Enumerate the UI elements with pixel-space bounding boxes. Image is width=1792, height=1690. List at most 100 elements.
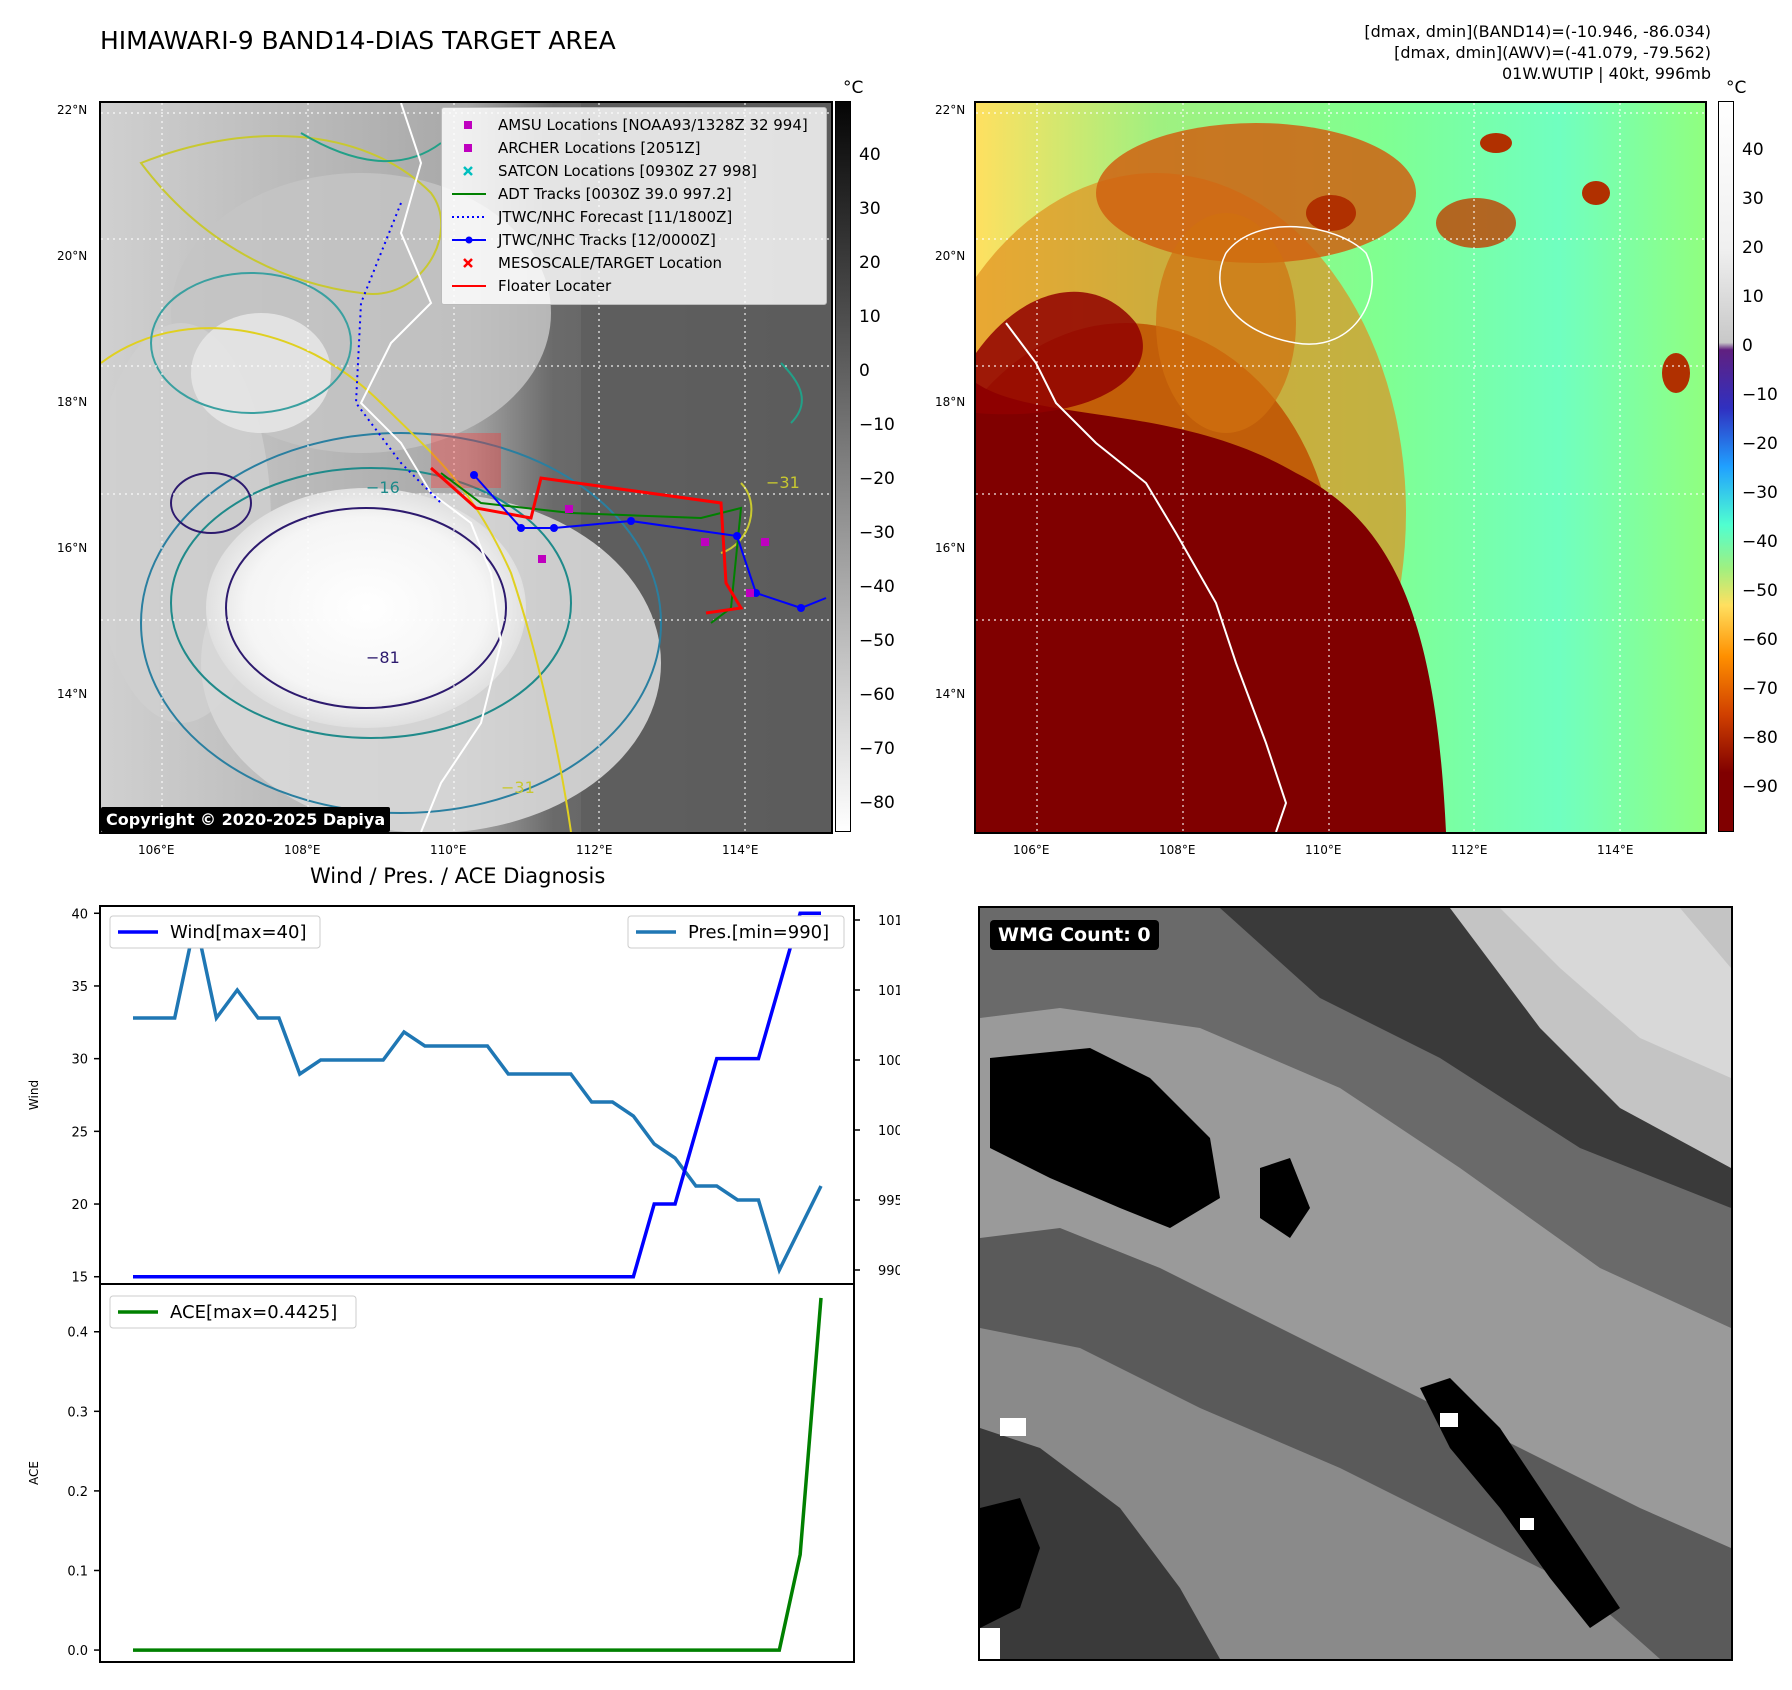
lat-tick: 22°N xyxy=(57,103,88,117)
ace-axis-label: ACE xyxy=(27,1461,41,1485)
copyright-label: Copyright © 2020-2025 Dapiya xyxy=(101,807,391,832)
legend-label: AMSU Locations [NOAA93/1328Z 32 994] xyxy=(498,116,808,134)
lat-tick: 20°N xyxy=(57,249,88,263)
legend-marker-icon xyxy=(452,236,486,244)
pressure-series-line xyxy=(133,919,823,1275)
lon-tick: 112°E xyxy=(1451,843,1488,857)
wind-tick-label: 15 xyxy=(71,1271,88,1286)
ace-legend-label: ACE[max=0.4425] xyxy=(170,1302,337,1323)
colorbar-tick: −20 xyxy=(859,469,895,489)
colorbar-tick: 20 xyxy=(859,253,881,273)
wind-tick-label: 20 xyxy=(71,1198,88,1213)
lon-tick: 114°E xyxy=(1597,843,1634,857)
ace-tick-label: 0.4 xyxy=(67,1326,88,1341)
legend-label: SATCON Locations [0930Z 27 998] xyxy=(498,162,757,180)
colorbar-tick: 40 xyxy=(859,145,881,165)
diagnosis-chart: 15 20 25 30 35 40 990 995 1000 1005 1010 1015 Wind Pr… xyxy=(27,905,900,1663)
colorbar-tick: −50 xyxy=(1742,581,1778,601)
wmg-image xyxy=(980,908,1731,1659)
legend-marker-icon xyxy=(464,144,472,152)
colorbar-tick: −10 xyxy=(1742,385,1778,405)
floater-track xyxy=(430,466,744,615)
colorbar-tick: −20 xyxy=(1742,434,1778,454)
colorbar-tick: −30 xyxy=(1742,483,1778,503)
lon-tick: 106°E xyxy=(1013,843,1050,857)
lat-tick: 20°N xyxy=(935,249,966,263)
pressure-tick-label: 995 xyxy=(878,1194,900,1209)
pressure-tick-label: 1010 xyxy=(878,984,900,999)
legend-label: Floater Locater xyxy=(498,277,612,295)
contour-label: −16 xyxy=(366,478,400,497)
colorbar-tick: 10 xyxy=(1742,287,1764,307)
wind-pressure-axes-frame xyxy=(99,905,855,1285)
colorbar-tick: 40 xyxy=(1742,140,1764,160)
colorbar-tick: −10 xyxy=(859,415,895,435)
band14-ir-map: −81 −31 −16 −31 AMSU Locations [NOAA93/1… xyxy=(99,101,833,834)
target-box xyxy=(431,433,501,488)
pressure-tick-label: 1000 xyxy=(878,1124,900,1139)
lat-tick: 14°N xyxy=(935,687,966,701)
colorbar-tick: −60 xyxy=(1742,630,1778,650)
colorbar-tick: −30 xyxy=(859,523,895,543)
colorbar-tick: 20 xyxy=(1742,238,1764,258)
track-legend: AMSU Locations [NOAA93/1328Z 32 994] ARCH… xyxy=(441,107,827,305)
wind-tick-label: 40 xyxy=(71,907,88,922)
wind-tick-label: 35 xyxy=(71,980,88,995)
awv-colorbar xyxy=(1718,101,1734,832)
ace-series-line xyxy=(133,1297,823,1652)
legend-label: JTWC/NHC Tracks [12/0000Z] xyxy=(498,231,716,249)
legend-marker-icon xyxy=(463,258,473,268)
wind-tick-label: 30 xyxy=(71,1053,88,1068)
colorbar-tick: −90 xyxy=(1742,777,1778,797)
figure-title: HIMAWARI-9 BAND14-DIAS TARGET AREA xyxy=(100,26,616,55)
legend-marker-icon xyxy=(452,193,486,195)
colorbar-tick: 0 xyxy=(1742,336,1753,356)
colorbar-unit: °C xyxy=(843,78,864,98)
wmg-panel: WMG Count: 0 xyxy=(978,906,1733,1661)
lon-tick: 112°E xyxy=(576,843,613,857)
lon-tick: 110°E xyxy=(430,843,467,857)
colorbar-tick: 30 xyxy=(1742,189,1764,209)
jtwc-track xyxy=(473,474,827,610)
legend-marker-icon xyxy=(452,216,486,218)
wind-axis-label: Wind xyxy=(27,1080,41,1110)
lat-tick: 14°N xyxy=(57,687,88,701)
lon-tick: 110°E xyxy=(1305,843,1342,857)
wmg-count-label: WMG Count: 0 xyxy=(990,920,1159,950)
pressure-tick-label: 990 xyxy=(878,1264,900,1279)
ace-axes-frame xyxy=(99,1283,855,1663)
colorbar-tick: 10 xyxy=(859,307,881,327)
band14-range-info: [dmax, dmin](BAND14)=(-10.946, -86.034) xyxy=(1364,22,1711,41)
legend-marker-icon xyxy=(464,121,472,129)
ace-tick-label: 0.3 xyxy=(67,1405,88,1420)
ace-legend-box xyxy=(109,1295,357,1329)
awv-range-info: [dmax, dmin](AWV)=(-41.079, -79.562) xyxy=(1394,43,1711,62)
colorbar-tick: −70 xyxy=(1742,679,1778,699)
lat-tick: 18°N xyxy=(935,395,966,409)
jtwc-forecast-track xyxy=(354,202,442,504)
awv-map xyxy=(974,101,1707,834)
ace-tick-label: 0.1 xyxy=(67,1564,88,1579)
lon-tick: 114°E xyxy=(722,843,759,857)
colorbar-tick: 30 xyxy=(859,199,881,219)
wind-legend-box xyxy=(109,915,321,949)
lon-tick: 106°E xyxy=(138,843,175,857)
colorbar-tick: −60 xyxy=(859,685,895,705)
jtwc-track-points xyxy=(470,471,805,612)
colorbar-tick: −40 xyxy=(859,577,895,597)
pressure-tick-label: 1005 xyxy=(878,1054,900,1069)
contour-label: −31 xyxy=(766,473,800,492)
wind-series-line xyxy=(133,911,821,1279)
contour-label: −81 xyxy=(366,648,400,667)
pressure-legend-label: Pres.[min=990] xyxy=(688,922,829,943)
awv-image xyxy=(976,103,1705,832)
lat-tick: 18°N xyxy=(57,395,88,409)
legend-marker-icon xyxy=(463,166,473,176)
ace-tick-label: 0.2 xyxy=(67,1485,88,1500)
legend-label: MESOSCALE/TARGET Location xyxy=(498,254,723,272)
band14-colorbar xyxy=(835,101,851,832)
colorbar-tick: −40 xyxy=(1742,532,1778,552)
lat-tick: 16°N xyxy=(935,541,966,555)
legend-label: ADT Tracks [0030Z 39.0 997.2] xyxy=(498,185,732,203)
lat-tick: 16°N xyxy=(57,541,88,555)
